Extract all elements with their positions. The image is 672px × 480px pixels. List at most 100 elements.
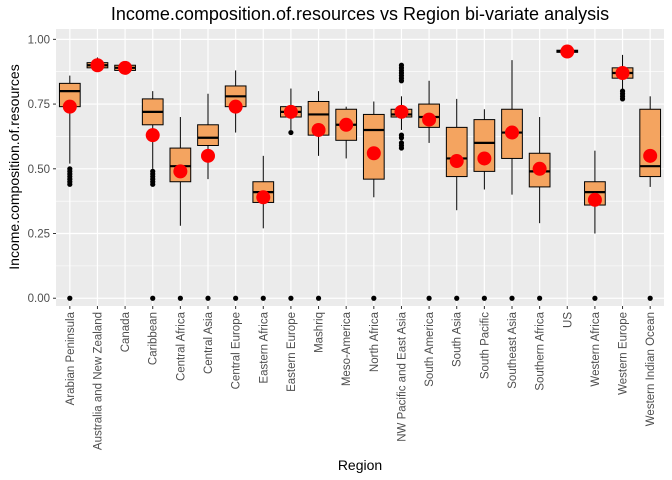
x-tick-label: Central Africa [175,311,187,381]
plot-panel [56,29,664,306]
mean-point [505,125,519,140]
outlier-point [371,295,377,301]
x-tick-label: South America [424,311,436,386]
x-tick-label: Arabian Peninsula [65,311,77,405]
outlier-point [67,295,73,301]
mean-point [394,104,409,119]
x-tick-label: Meso-America [341,311,353,386]
box-group [362,101,385,301]
box-group [169,117,192,301]
x-tick-label: Western Africa [590,311,602,386]
mean-point [422,112,437,127]
mean-point [366,146,381,161]
mean-point [118,60,133,75]
mean-point [90,58,105,73]
outlier-point [260,295,266,301]
outlier-point [288,129,294,136]
mean-point [173,164,188,179]
mean-point [560,44,575,59]
x-tick-label: Southeast Asia [507,311,519,388]
mean-point [449,154,464,169]
x-tick-label: NW Pacific and East Asia [396,311,408,441]
x-tick-label: South Asia [452,311,464,367]
mean-point [532,161,547,176]
mean-point [477,151,492,166]
x-tick-label: Mashriq [314,312,326,353]
y-axis-title: Income.composition.of.resources [6,64,22,269]
outlier-point [150,295,156,301]
mean-point [587,192,602,207]
x-tick-label: Eastern Europe [286,312,298,392]
box [197,124,219,146]
mean-point [615,66,630,81]
box-group [280,88,302,301]
x-tick-label: US [562,312,574,328]
y-tick-label: 0.00 [28,293,50,305]
box-group [445,98,468,301]
box-group [335,106,358,159]
mean-point [283,104,298,119]
outlier-point [233,295,239,301]
box-group [58,75,81,301]
outlier-point [509,295,515,301]
outlier-point [454,295,460,301]
mean-point [339,117,354,132]
box-group [501,60,523,301]
box-group [611,54,634,102]
x-tick-label: Western Europe [618,312,630,395]
x-axis-title: Region [338,457,382,473]
mean-point [228,99,243,114]
x-tick-label: Western Indian Ocean [645,312,657,426]
box-group [556,44,579,59]
box-group [224,70,247,301]
box-group [584,150,606,301]
x-tick-label: Central Asia [203,311,215,374]
box-group [141,91,164,301]
outlier-point [481,295,487,301]
chart-title: Income.composition.of.resources vs Regio… [111,4,609,24]
outlier-point [398,140,405,146]
outlier-point [537,295,543,301]
x-tick-label: Eastern Africa [258,311,270,383]
y-axis: 0.00 0.25 0.50 0.75 1.00 [28,34,56,305]
box-group [418,80,440,301]
box [445,126,468,178]
box-group [307,91,330,301]
box-group [86,57,109,73]
box-group [639,96,662,301]
y-tick-label: 0.50 [28,164,50,176]
outlier-point [150,168,156,174]
outlier-point [177,295,183,301]
mean-point [643,148,658,163]
y-tick-label: 0.25 [28,229,50,241]
box-group [390,62,413,151]
box-group [528,117,551,301]
x-tick-label: Australia and New Zealand [92,312,104,450]
x-tick-label: Central Europe [231,312,243,389]
outlier-point [619,88,626,94]
outlier-point [647,295,653,301]
outlier-point [592,295,598,301]
mean-point [256,190,271,205]
boxplots [58,44,662,301]
x-axis: Arabian Peninsula Australia and New Zeala… [65,306,657,450]
mean-point [201,148,215,163]
mean-point [145,128,160,143]
box-group [473,109,496,301]
x-tick-label: Caribbean [148,312,160,365]
mean-point [311,122,326,137]
mean-point [62,99,77,114]
y-tick-label: 0.75 [28,99,50,111]
outlier-point [205,295,211,301]
x-tick-label: North Africa [369,311,381,372]
x-tick-label: Southern Africa [535,311,547,390]
y-tick-label: 1.00 [28,34,50,46]
box-group [114,60,136,75]
x-tick-label: South Pacific [479,312,491,379]
box-group [197,93,219,301]
outlier-point [67,166,73,172]
x-tick-label: Canada [120,311,132,352]
outlier-point [426,295,432,301]
outlier-point [398,62,405,68]
